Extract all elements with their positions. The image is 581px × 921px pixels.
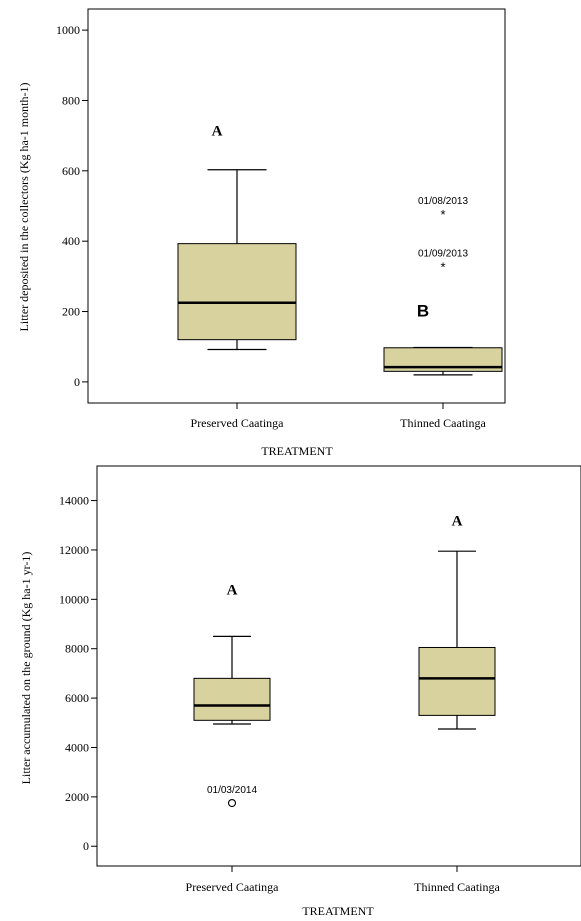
y-tick-label: 14000 <box>59 494 89 508</box>
outlier-point: * <box>440 260 445 275</box>
box-iqr <box>383 347 503 372</box>
y-tick-label: 400 <box>62 234 80 248</box>
y-tick-label: 6000 <box>65 691 89 705</box>
box-0 <box>193 635 271 725</box>
boxes <box>177 169 503 376</box>
y-tick-label: 600 <box>62 164 80 178</box>
outlier-label: 01/03/2014 <box>207 785 257 796</box>
significance-letter: A <box>212 123 223 139</box>
y-axis-title: Litter deposited in the collectors (Kg h… <box>17 83 31 332</box>
significance-letter: A <box>452 513 463 529</box>
significance-letter: B <box>417 302 429 321</box>
outlier-label: 01/09/2013 <box>418 249 468 260</box>
outliers: 01/03/2014 <box>207 785 257 808</box>
y-tick-label: 10000 <box>59 592 89 606</box>
outlier-point <box>227 798 237 808</box>
significance-letter: A <box>227 582 238 598</box>
y-tick-label: 0 <box>74 375 80 389</box>
box-1 <box>383 346 503 376</box>
y-tick-label: 1000 <box>56 23 80 37</box>
x-axis: Preserved Caatinga Thinned Caatinga <box>186 866 500 894</box>
x-tick-label: Thinned Caatinga <box>414 880 500 894</box>
y-tick-label: 8000 <box>65 642 89 656</box>
box-iqr <box>418 646 496 716</box>
y-axis: 0 2000 4000 6000 8000 10000 12000 14000 <box>59 494 97 853</box>
outlier-point: * <box>440 207 445 222</box>
box-0 <box>177 169 297 351</box>
box-1 <box>418 550 496 730</box>
chart-panel-bottom: 0 2000 4000 6000 8000 10000 12000 14000 01/03/2… <box>19 465 581 918</box>
significance-letters: AB <box>212 123 430 320</box>
outlier-label: 01/08/2013 <box>418 196 468 207</box>
box-iqr <box>193 677 271 721</box>
y-tick-label: 800 <box>62 93 80 107</box>
y-tick-label: 0 <box>83 839 89 853</box>
box-iqr <box>177 243 297 341</box>
y-tick-label: 12000 <box>59 543 89 557</box>
x-tick-label: Preserved Caatinga <box>186 880 280 894</box>
outliers: *01/08/2013*01/09/2013 <box>418 196 468 274</box>
x-tick-label: Preserved Caatinga <box>191 416 285 430</box>
significance-letters: AA <box>227 513 463 598</box>
y-axis: 0 200 400 600 800 1000 <box>56 23 88 389</box>
x-axis-title: TREATMENT <box>302 904 374 918</box>
y-tick-label: 2000 <box>65 790 89 804</box>
boxes <box>193 550 496 730</box>
x-axis-title: TREATMENT <box>261 444 333 458</box>
x-axis: Preserved Caatinga Thinned Caatinga <box>191 403 486 430</box>
y-tick-label: 200 <box>62 305 80 319</box>
x-tick-label: Thinned Caatinga <box>400 416 486 430</box>
y-axis-title: Litter accumulated on the ground (Kg ha-… <box>19 552 33 785</box>
y-tick-label: 4000 <box>65 740 89 754</box>
plot-frame <box>96 465 581 867</box>
